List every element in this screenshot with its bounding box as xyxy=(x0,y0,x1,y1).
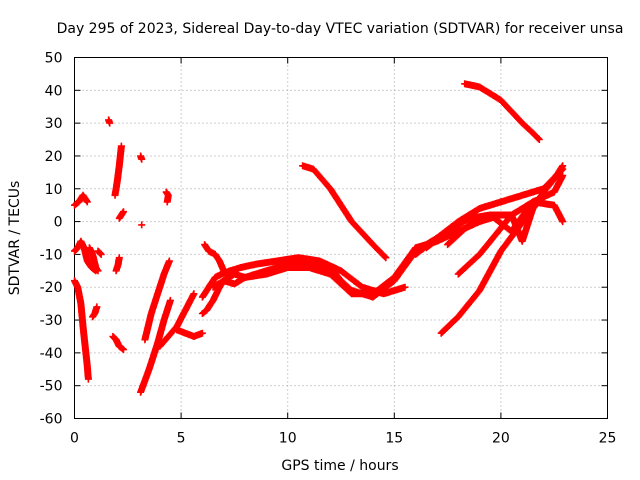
x-tick-label: 15 xyxy=(385,431,403,447)
y-axis-label: SDTVAR / TECUs xyxy=(7,181,23,296)
series-arc-13 xyxy=(138,221,146,229)
data-point-markers xyxy=(115,208,127,222)
grid xyxy=(74,57,608,419)
y-tick-label: -10 xyxy=(40,247,63,263)
data-point-markers xyxy=(173,326,206,340)
series-arc-5 xyxy=(94,247,105,258)
series-arc-8 xyxy=(111,142,125,199)
x-axis-label: GPS time / hours xyxy=(281,458,398,474)
x-tick-label: 10 xyxy=(279,431,297,447)
data-point-markers xyxy=(299,162,390,262)
data-point-markers xyxy=(105,116,114,127)
y-tick-label: 40 xyxy=(45,83,63,99)
data-point-markers xyxy=(137,152,146,163)
data-point-markers xyxy=(89,303,101,321)
series-arc-3 xyxy=(71,277,92,383)
series-arc-4 xyxy=(85,244,102,275)
data-point-markers xyxy=(112,254,123,275)
series-arc-18 xyxy=(173,326,206,340)
data-point-markers xyxy=(141,257,173,344)
series-arc-15 xyxy=(137,296,174,396)
data-point-markers xyxy=(109,333,127,354)
series-arc-28 xyxy=(454,191,547,278)
data-point-markers xyxy=(138,221,146,229)
series-arc-10 xyxy=(115,208,127,222)
series-arc-12 xyxy=(137,152,146,163)
x-tick-label: 5 xyxy=(177,431,186,447)
series-arc-6 xyxy=(89,303,101,321)
data-point-markers xyxy=(111,142,125,199)
axis-ticks xyxy=(74,57,608,419)
x-tick-label: 20 xyxy=(492,431,510,447)
data-point-markers xyxy=(437,162,567,337)
series-arc-16 xyxy=(141,257,173,344)
y-tick-label: 30 xyxy=(45,116,63,132)
y-tick-label: -20 xyxy=(40,280,63,296)
data-point-markers xyxy=(137,296,174,396)
series-arc-26 xyxy=(437,162,567,337)
data-point-markers xyxy=(454,191,547,278)
series-arc-11 xyxy=(109,333,127,354)
data-point-markers xyxy=(461,80,543,143)
series-arc-9 xyxy=(112,254,123,275)
series-arc-14 xyxy=(162,188,172,206)
series-arc-7 xyxy=(105,116,114,127)
data-point-markers xyxy=(71,237,100,275)
data-point-markers xyxy=(71,191,91,209)
y-tick-label: -60 xyxy=(40,412,63,428)
data-point-markers xyxy=(162,188,172,206)
x-tick-label: 0 xyxy=(70,431,79,447)
x-tick-label: 25 xyxy=(599,431,617,447)
y-tick-label: 10 xyxy=(45,182,63,198)
data-point-markers xyxy=(71,277,92,383)
series-arc-27 xyxy=(461,80,543,143)
y-tick-label: -40 xyxy=(40,346,63,362)
series-arc-2 xyxy=(71,237,100,275)
plot-frame xyxy=(74,57,608,419)
y-tick-label: 0 xyxy=(54,215,63,231)
data-point-markers xyxy=(422,172,567,252)
series-arc-1 xyxy=(71,191,91,209)
data-points xyxy=(71,80,567,396)
chart-title: Day 295 of 2023, Sidereal Day-to-day VTE… xyxy=(57,21,624,37)
y-tick-label: 20 xyxy=(45,149,63,165)
data-point-markers xyxy=(94,247,105,258)
series-arc-29 xyxy=(422,172,567,252)
tick-labels: 0 5 10 15 20 25 -60 -50 -40 -30 -20 -10 0 10 20 30 40 50 xyxy=(40,51,617,447)
y-tick-label: -30 xyxy=(40,313,63,329)
data-point-markers xyxy=(85,244,102,275)
series-arc-23 xyxy=(299,162,390,262)
y-tick-label: 50 xyxy=(45,51,63,67)
y-tick-label: -50 xyxy=(40,379,63,395)
